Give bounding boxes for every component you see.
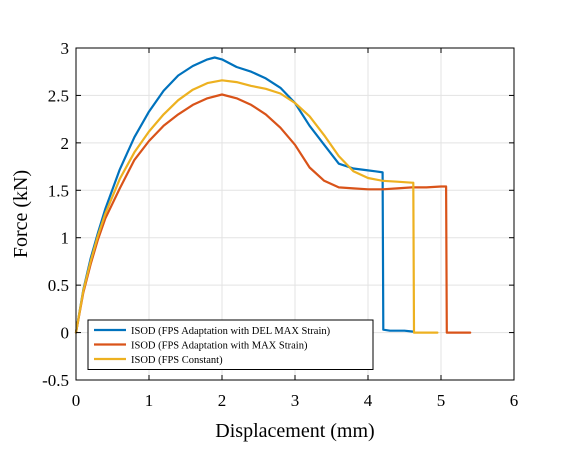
legend-entry-3: ISOD (FPS Constant) <box>131 355 223 366</box>
x-axis-label: Displacement (mm) <box>215 420 374 442</box>
y-tick-label: 2 <box>61 134 70 153</box>
x-tick-label: 0 <box>72 391 81 410</box>
y-tick-label: 0 <box>61 324 70 343</box>
x-tick-label: 6 <box>510 391 519 410</box>
y-tick-label: -0.5 <box>42 371 69 390</box>
legend-entry-2: ISOD (FPS Adaptation with MAX Strain) <box>131 340 308 351</box>
axis-ticks <box>75 47 515 381</box>
tick-labels: 0 1 2 3 4 5 6-0.500.511.522.53 <box>42 39 518 410</box>
x-tick-label: 5 <box>437 391 446 410</box>
series-line-2 <box>74 93 472 334</box>
series-lines <box>74 56 472 334</box>
x-tick-label: 4 <box>364 391 373 410</box>
legend: ISOD (FPS Adaptation with DEL MAX Strain… <box>87 319 374 370</box>
legend-entry-1: ISOD (FPS Adaptation with DEL MAX Strain… <box>131 326 331 337</box>
x-tick-label: 3 <box>291 391 300 410</box>
x-tick-label: 1 <box>145 391 154 410</box>
y-axis-label: Force (kN) <box>10 170 32 258</box>
series-line-1 <box>74 56 415 334</box>
y-tick-label: 1.5 <box>48 181 69 200</box>
y-tick-label: 3 <box>61 39 70 58</box>
y-tick-label: 2.5 <box>48 86 69 105</box>
legend-box <box>87 319 374 370</box>
series-line-3 <box>74 79 439 334</box>
y-tick-label: 1 <box>61 229 70 248</box>
y-tick-label: 0.5 <box>48 276 69 295</box>
x-tick-label: 2 <box>218 391 227 410</box>
